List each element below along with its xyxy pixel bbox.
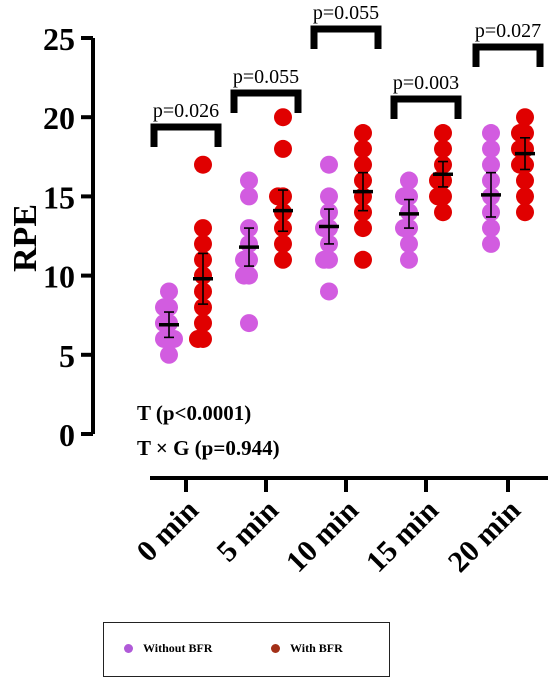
y-tick-label: 20: [43, 100, 75, 136]
data-point: [235, 266, 253, 285]
data-points: [155, 108, 534, 364]
data-point: [240, 314, 258, 333]
x-tick-label: 5 min: [210, 493, 285, 568]
data-point: [320, 282, 338, 301]
data-point: [194, 155, 212, 174]
data-point: [482, 234, 500, 253]
x-tick-label: 0 min: [130, 493, 205, 568]
legend-marker-with-bfr: [271, 644, 280, 653]
data-point: [516, 203, 534, 222]
data-point: [511, 155, 529, 174]
significance-bracket: [230, 89, 302, 113]
data-point: [274, 234, 292, 253]
p-value-label: p=0.055: [233, 66, 299, 88]
y-tick-label: 15: [43, 179, 75, 215]
data-point: [516, 108, 534, 127]
data-point: [189, 329, 207, 348]
data-point: [482, 139, 500, 158]
significance-annotations: p=0.026 p=0.055 p=0.055 p=0.003 p=0.027: [150, 2, 544, 147]
legend-marker-without-bfr: [124, 644, 133, 653]
significance-bracket: [150, 123, 222, 147]
data-point: [400, 234, 418, 253]
data-point: [165, 329, 183, 348]
data-point: [354, 139, 372, 158]
legend-item-without-bfr: Without BFR: [124, 641, 212, 656]
data-point: [354, 250, 372, 269]
x-tick-label: 20 min: [442, 493, 527, 578]
p-value-label: p=0.027: [475, 20, 541, 42]
data-point: [429, 187, 447, 206]
significance-bracket: [310, 25, 382, 49]
data-point: [155, 298, 173, 317]
data-point: [354, 155, 372, 174]
data-point: [516, 187, 534, 206]
data-point: [240, 187, 258, 206]
data-point: [274, 250, 292, 269]
p-value-label: p=0.026: [153, 100, 219, 122]
mean-error-bars: [159, 136, 535, 339]
data-point: [194, 314, 212, 333]
data-point: [194, 298, 212, 317]
data-point: [482, 219, 500, 238]
legend: Without BFR With BFR: [103, 622, 390, 677]
y-tick-label: 0: [59, 417, 75, 453]
data-point: [320, 155, 338, 174]
data-point: [320, 187, 338, 206]
stat-time: T (p<0.0001): [137, 401, 251, 425]
x-tick-label: 15 min: [360, 493, 445, 578]
stat-interaction: T × G (p=0.944): [137, 436, 280, 460]
y-axis-label: RPE: [7, 204, 44, 272]
data-point: [434, 124, 452, 143]
data-point: [315, 250, 333, 269]
data-point: [516, 171, 534, 190]
x-tick-label: 10 min: [280, 493, 365, 578]
data-point: [160, 282, 178, 301]
data-point: [511, 124, 529, 143]
data-point: [274, 139, 292, 158]
p-value-label: p=0.055: [313, 2, 379, 24]
data-point: [274, 108, 292, 127]
data-point: [400, 250, 418, 269]
y-tick-label: 5: [59, 338, 75, 374]
data-point: [395, 187, 413, 206]
p-value-label: p=0.003: [393, 72, 459, 94]
data-point: [354, 124, 372, 143]
data-point: [400, 171, 418, 190]
y-tick-label: 25: [43, 21, 75, 57]
data-point: [482, 155, 500, 174]
data-point: [240, 171, 258, 190]
data-point: [354, 203, 372, 222]
y-axis: 0 5 10 15 20 25: [43, 21, 95, 453]
legend-label-without-bfr: Without BFR: [143, 641, 213, 655]
data-point: [194, 234, 212, 253]
data-point: [194, 219, 212, 238]
data-point: [160, 345, 178, 364]
y-tick-label: 10: [43, 259, 75, 295]
legend-item-with-bfr: With BFR: [271, 641, 343, 656]
data-point: [354, 219, 372, 238]
legend-label-with-bfr: With BFR: [290, 641, 343, 655]
data-point: [482, 124, 500, 143]
significance-bracket: [472, 43, 544, 67]
data-point: [434, 139, 452, 158]
significance-bracket: [390, 95, 462, 119]
data-point: [434, 203, 452, 222]
